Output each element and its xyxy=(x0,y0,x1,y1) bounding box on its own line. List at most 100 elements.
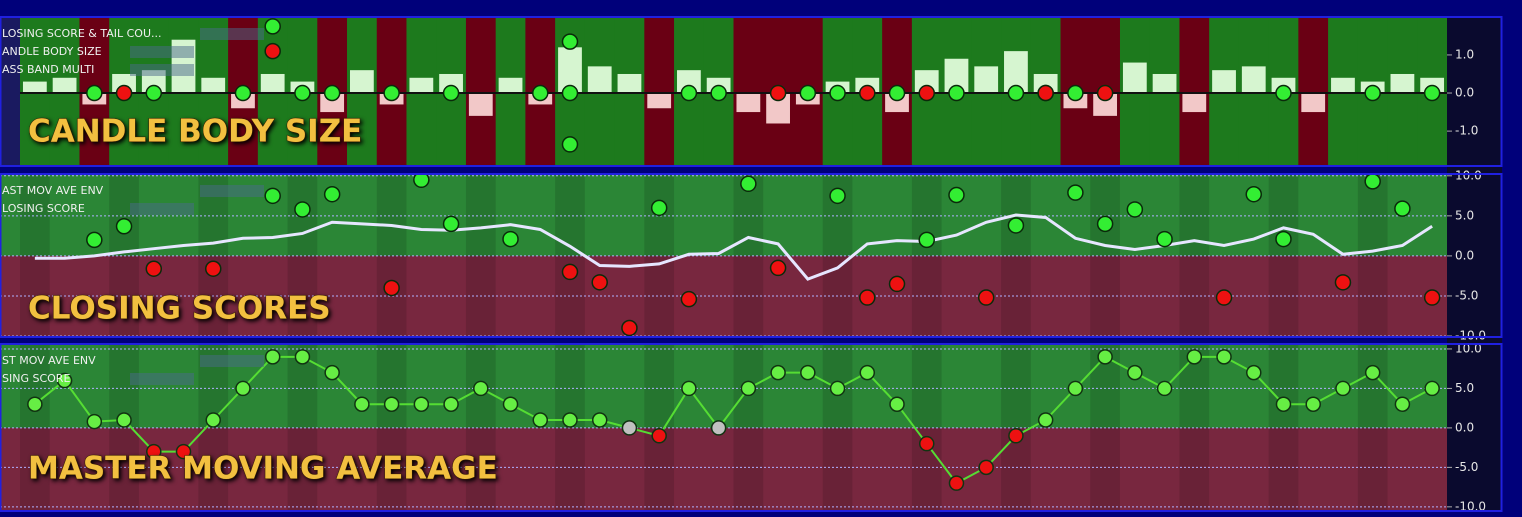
score-point xyxy=(532,412,549,428)
panel-border xyxy=(0,173,1503,338)
score-point xyxy=(175,443,192,460)
y-tick-label: -10.0 xyxy=(1455,329,1486,343)
signal-point xyxy=(680,290,698,308)
signal-point xyxy=(145,84,163,102)
signal-point xyxy=(1364,175,1381,190)
signal-point xyxy=(115,84,133,102)
y-tick-label: -5.0 xyxy=(1455,288,1478,302)
bar xyxy=(1241,66,1266,94)
signal-point xyxy=(769,259,787,277)
signal-point xyxy=(145,260,163,277)
signal-point xyxy=(859,84,876,102)
panel xyxy=(0,175,1447,336)
panel xyxy=(0,18,1447,165)
signal-point xyxy=(888,84,906,102)
score-point xyxy=(56,372,73,389)
y-tick-label: -10.0 xyxy=(1455,499,1486,513)
signal-point xyxy=(740,175,757,193)
band xyxy=(733,18,764,165)
signal-point xyxy=(323,185,341,203)
signal-point xyxy=(650,199,668,217)
y-tick-label: 0.0 xyxy=(1455,420,1474,434)
indicator-buttons xyxy=(130,203,194,215)
signal-point xyxy=(918,231,935,249)
score-point xyxy=(1335,380,1351,397)
signal-point xyxy=(323,84,341,102)
signal-point xyxy=(1423,84,1441,102)
panel-title: MASTER MOVING AVERAGE xyxy=(28,451,498,487)
score-point xyxy=(859,364,876,381)
indicator-label: AST MOV AVE ENV xyxy=(2,184,104,197)
neg-zone xyxy=(0,427,1447,510)
signal-point xyxy=(294,84,311,102)
score-point xyxy=(829,380,846,397)
bar xyxy=(1152,73,1177,94)
signal-point xyxy=(1037,84,1054,102)
signal-point xyxy=(502,230,519,248)
signal-point xyxy=(561,33,579,50)
signal-point xyxy=(799,84,817,102)
indicator-label: ANDLE BODY SIZE xyxy=(2,45,102,58)
score-point xyxy=(383,396,400,412)
signal-point xyxy=(264,18,281,35)
bar xyxy=(587,66,612,94)
bar xyxy=(1004,51,1028,94)
score-point xyxy=(235,380,251,397)
signal-point xyxy=(1007,84,1025,102)
score-point xyxy=(1127,364,1143,381)
signal-point xyxy=(1334,274,1352,291)
bar xyxy=(201,77,226,94)
signal-point xyxy=(1423,289,1441,306)
panel-title: CLOSING SCORES xyxy=(28,291,331,327)
y-tick-label: 5.0 xyxy=(1455,208,1474,222)
y-tick-label: 0.0 xyxy=(1455,248,1474,262)
indicator-buttons xyxy=(200,28,264,40)
bar xyxy=(498,77,523,94)
score-point xyxy=(1067,380,1084,397)
indicator-label: SING SCORE xyxy=(2,372,70,385)
score-point xyxy=(413,396,430,412)
score-point xyxy=(354,396,370,412)
score-point xyxy=(800,364,816,381)
signal-point xyxy=(86,84,103,102)
y-tick-label: -5.0 xyxy=(1455,460,1478,474)
score-point xyxy=(1364,364,1381,381)
score-point xyxy=(948,475,965,491)
score-point xyxy=(1424,380,1440,397)
panel-border xyxy=(0,16,1503,167)
score-point xyxy=(1037,412,1054,428)
score-point xyxy=(27,396,43,412)
y-tick-label: 1.0 xyxy=(1455,47,1474,61)
score-point xyxy=(651,428,667,444)
bar xyxy=(1301,93,1326,113)
bar xyxy=(944,58,969,94)
signal-point xyxy=(1007,217,1025,234)
band xyxy=(644,18,675,165)
signal-point xyxy=(1215,289,1233,306)
signal-point xyxy=(769,84,787,102)
score-point xyxy=(443,396,459,412)
score-point xyxy=(1008,428,1024,444)
bar xyxy=(1390,73,1415,94)
score-point xyxy=(1305,396,1321,412)
bar xyxy=(1331,77,1355,94)
signal-point xyxy=(294,201,311,218)
signal-point xyxy=(1394,200,1411,217)
signal-point xyxy=(204,260,222,277)
score-point xyxy=(116,412,132,428)
signal-point xyxy=(1156,230,1173,248)
indicator-buttons xyxy=(130,46,194,58)
signal-point xyxy=(561,84,579,102)
indicator-label: ASS BAND MULTI xyxy=(2,63,94,76)
score-point xyxy=(591,412,608,428)
bar xyxy=(736,93,761,113)
score-point xyxy=(1186,349,1203,365)
signal-point xyxy=(1364,84,1381,102)
signal-point xyxy=(621,319,638,336)
score-point xyxy=(710,420,727,436)
signal-point xyxy=(383,84,400,102)
y-tick-label: -1.0 xyxy=(1455,124,1478,138)
signal-point xyxy=(115,218,133,235)
score-point xyxy=(918,435,935,452)
